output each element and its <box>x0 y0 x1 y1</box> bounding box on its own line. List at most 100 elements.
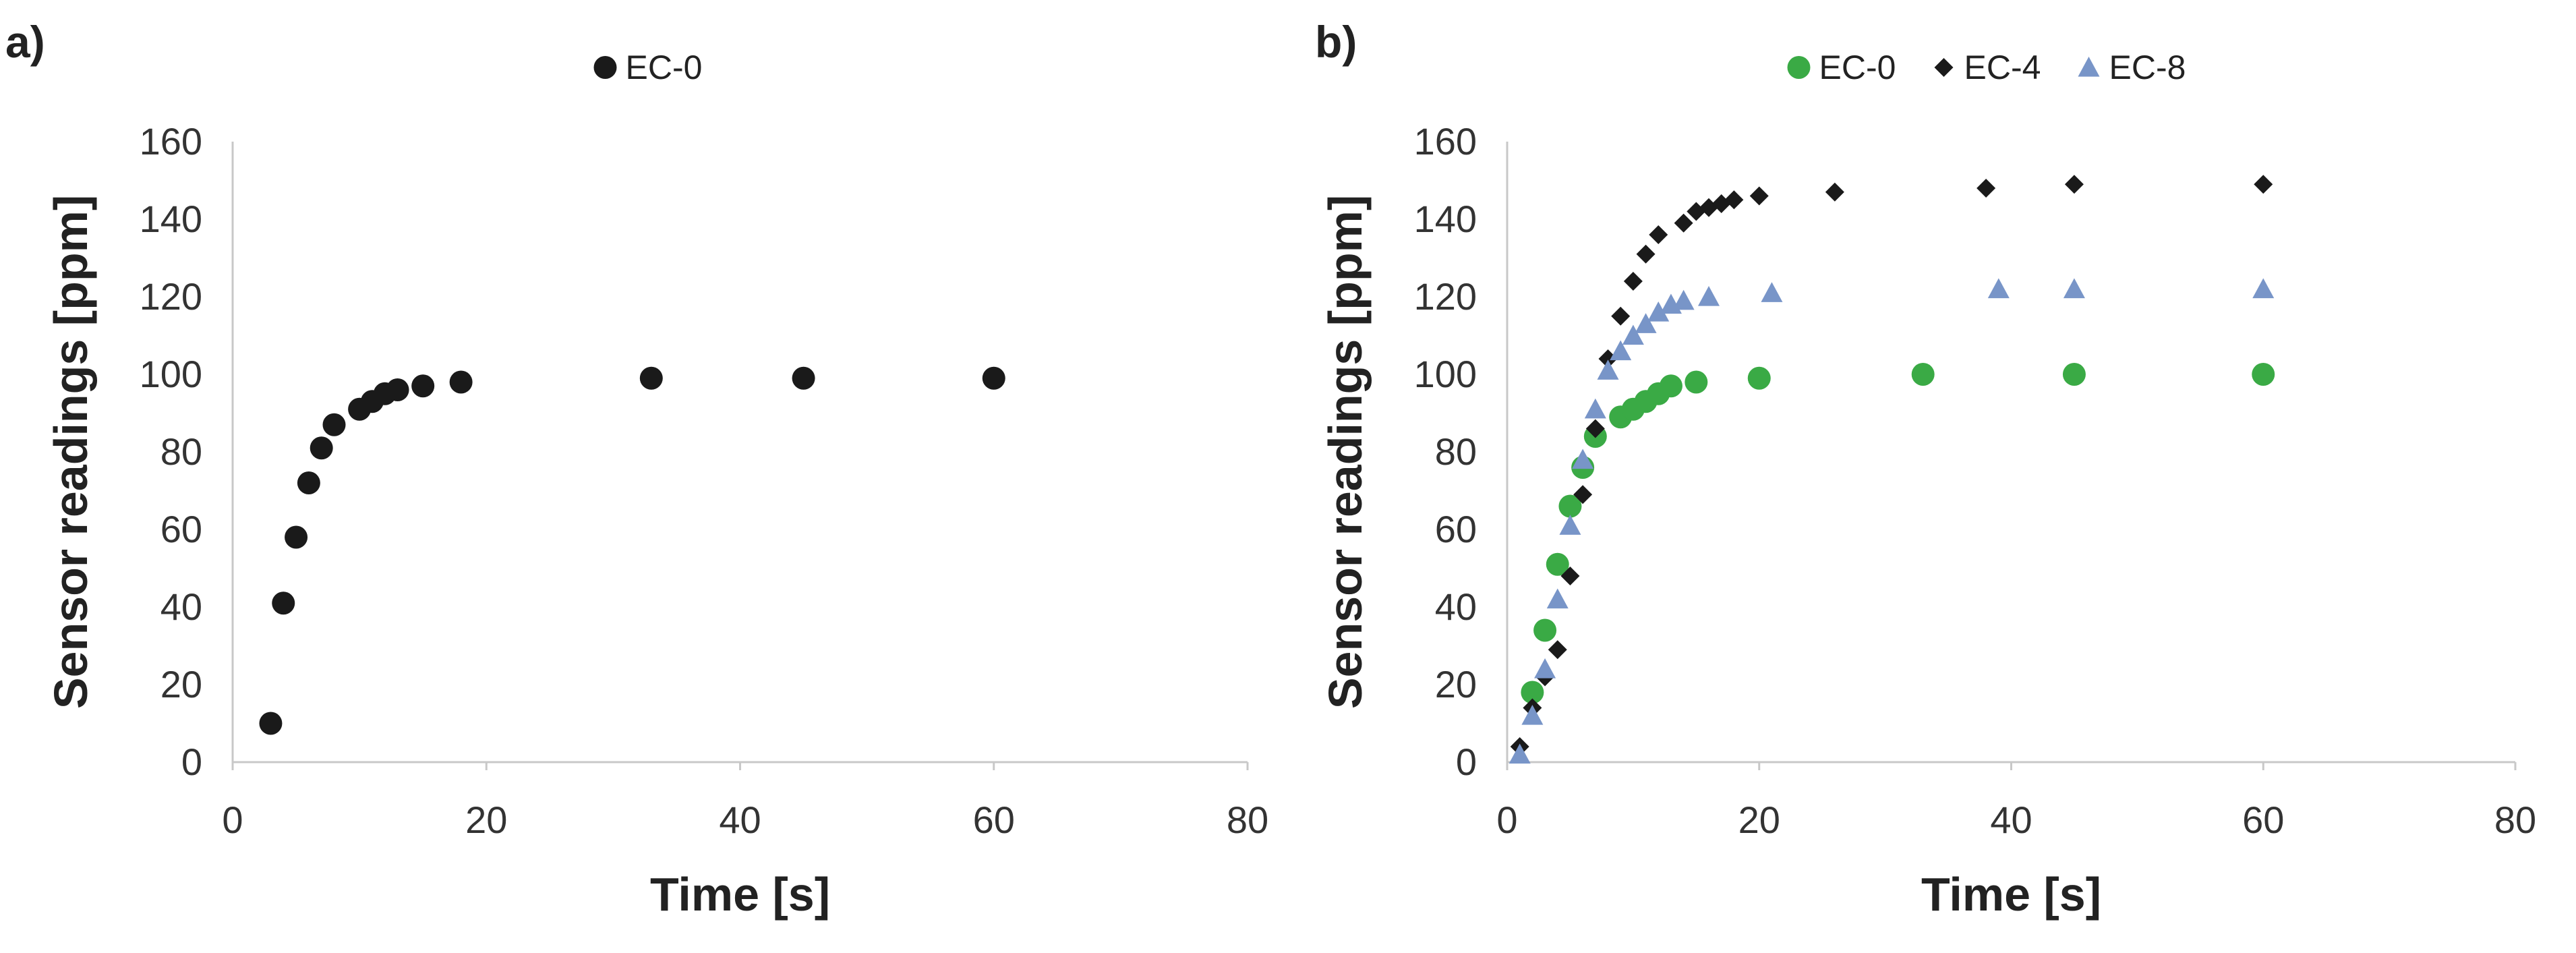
panel-b-y-tick-label: 60 <box>1435 508 1477 550</box>
panel-a-label: a) <box>5 17 45 67</box>
panel-a-y-tick-label: 120 <box>140 275 202 318</box>
panel-a-point-ec-0 <box>639 366 663 390</box>
panel-b-point-ec-8 <box>2252 278 2275 299</box>
panel-a-y-tick-label: 20 <box>160 663 202 705</box>
panel-a-x-title: Time [s] <box>650 868 830 921</box>
panel-b-point-ec-4 <box>1623 272 1643 291</box>
panel-b-point-ec-4 <box>1825 182 1844 202</box>
panel-a-point-ec-0 <box>297 471 320 494</box>
panel-b-point-ec-4 <box>1977 179 1996 198</box>
panel-b-point-ec-8 <box>2063 278 2085 299</box>
panel-a-point-ec-0 <box>285 525 308 549</box>
panel-b-point-ec-4 <box>1636 244 1656 264</box>
panel-b-point-ec-4 <box>1548 640 1567 660</box>
panel-b-x-tick-label: 20 <box>1738 799 1780 841</box>
panel-a-point-ec-0 <box>310 436 333 460</box>
panel-b-point-ec-8 <box>1761 282 1783 302</box>
panel-b-x-tick-label: 40 <box>1990 799 2032 841</box>
panel-b-point-ec-0 <box>1911 363 1935 386</box>
panel-b-point-ec-8 <box>1572 449 1594 469</box>
panel-b-point-ec-8 <box>1610 340 1632 361</box>
panel-a-point-ec-0 <box>411 374 435 398</box>
panel-b-point-ec-0 <box>1546 552 1569 576</box>
panel-a-y-tick-label: 60 <box>160 508 202 550</box>
panel-b-point-ec-0 <box>2062 363 2086 386</box>
panel-b-ticks: 0 20 40 60 80 100 120 140 160 0 20 40 60 80 <box>1414 120 2537 841</box>
panel-b-legend-label: EC-4 <box>1964 49 2041 86</box>
panel-b-y-tick-label: 140 <box>1414 198 1477 240</box>
panel-b-point-ec-0 <box>1685 370 1708 394</box>
panel-b-label: b) <box>1315 17 1357 67</box>
panel-b-point-ec-8 <box>1672 289 1695 310</box>
panel-b-point-ec-4 <box>1724 190 1744 210</box>
panel-b-legend-label: EC-0 <box>1819 49 1896 86</box>
panel-b-point-ec-8 <box>1597 359 1619 380</box>
panel-a-y-title: Sensor readings [ppm] <box>45 195 97 709</box>
panel-a-legend-label: EC-0 <box>626 49 703 86</box>
panel-b-y-tick-label: 80 <box>1435 430 1477 473</box>
panel-b-point-ec-8 <box>1987 278 2010 299</box>
panel-b-point-ec-8 <box>1698 286 1720 306</box>
panel-a-x-tick-label: 60 <box>973 799 1015 841</box>
panel-a-point-ec-0 <box>982 366 1005 390</box>
panel-b-point-ec-4 <box>1573 485 1593 504</box>
panel-a-y-tick-label: 100 <box>140 353 202 395</box>
panel-a-y-tick-label: 0 <box>181 741 202 783</box>
panel-a-x-tick-label: 20 <box>465 799 507 841</box>
panel-b-point-ec-0 <box>1521 681 1544 704</box>
panel-b-point-ec-0 <box>1533 618 1557 642</box>
panel-b-point-ec-8 <box>1647 301 1670 322</box>
panel-b-y-title: Sensor readings [ppm] <box>1319 195 1372 709</box>
panel-b-y-tick-label: 20 <box>1435 663 1477 705</box>
panel-b-y-tick-label: 120 <box>1414 275 1477 318</box>
panel-b-point-ec-4 <box>2254 175 2273 194</box>
panel-a-point-ec-0 <box>386 378 409 401</box>
panel-a-y-tick-label: 160 <box>140 120 202 163</box>
panel-b-marks <box>1509 175 2275 764</box>
panel-b-legend-marker <box>1934 58 1954 77</box>
panel-b-point-ec-0 <box>1558 494 1582 518</box>
panel-a-x-tick-label: 40 <box>719 799 761 841</box>
panel-b-point-ec-4 <box>1560 567 1580 585</box>
panel-a-y-tick-label: 40 <box>160 585 202 628</box>
panel-b-legend-marker <box>1787 56 1811 79</box>
panel-b-point-ec-0 <box>1747 366 1771 390</box>
panel-a-x-tick-label: 80 <box>1227 799 1268 841</box>
panel-a-point-ec-0 <box>259 712 283 735</box>
panel-b-point-ec-0 <box>2252 363 2275 386</box>
panel-a-legend: EC-0 <box>593 49 703 86</box>
panel-b-x-tick-label: 80 <box>2494 799 2536 841</box>
panel-b-x-tick-label: 0 <box>1496 799 1517 841</box>
panel-b-point-ec-4 <box>1749 186 1769 206</box>
panel-b-point-ec-4 <box>1674 213 1693 233</box>
panel-b-point-ec-4 <box>1611 306 1631 326</box>
panel-b-legend-marker <box>2078 57 2100 77</box>
panel-b-y-tick-label: 100 <box>1414 353 1477 395</box>
panel-b-point-ec-4 <box>1598 349 1618 368</box>
panel-b-point-ec-4 <box>2064 175 2084 194</box>
panel-b-point-ec-8 <box>1534 658 1556 678</box>
panel-b-y-tick-label: 160 <box>1414 120 1477 163</box>
panel-b-x-tick-label: 60 <box>2242 799 2284 841</box>
panel-a-ticks: 0 20 40 60 80 100 120 140 160 0 20 40 60 80 <box>140 120 1269 841</box>
panel-a-marks <box>259 366 1005 735</box>
panel-b-point-ec-8 <box>1635 313 1657 333</box>
panel-b-y-tick-label: 40 <box>1435 585 1477 628</box>
panel-a-point-ec-0 <box>272 591 295 615</box>
panel-b-point-ec-0 <box>1659 374 1682 398</box>
panel-b-point-ec-8 <box>1521 705 1544 725</box>
panel-a-x-tick-label: 0 <box>222 799 243 841</box>
panel-a-point-ec-0 <box>449 370 473 394</box>
panel-b-point-ec-8 <box>1584 398 1606 419</box>
panel-b-point-ec-8 <box>1546 588 1569 609</box>
panel-a-y-tick-label: 80 <box>160 430 202 473</box>
panel-b-point-ec-8 <box>1509 743 1531 764</box>
panel-b-legend: EC-0 EC-4 EC-8 <box>1787 49 2186 86</box>
panel-a-legend-marker <box>593 56 617 79</box>
panel-b: b) EC-0 EC-4 EC-8 0 20 40 60 80 100 120 140 160 0 20… <box>1315 17 2536 921</box>
panel-a-point-ec-0 <box>322 413 346 436</box>
panel-b-point-ec-4 <box>1649 225 1668 244</box>
panel-a-point-ec-0 <box>792 366 815 390</box>
